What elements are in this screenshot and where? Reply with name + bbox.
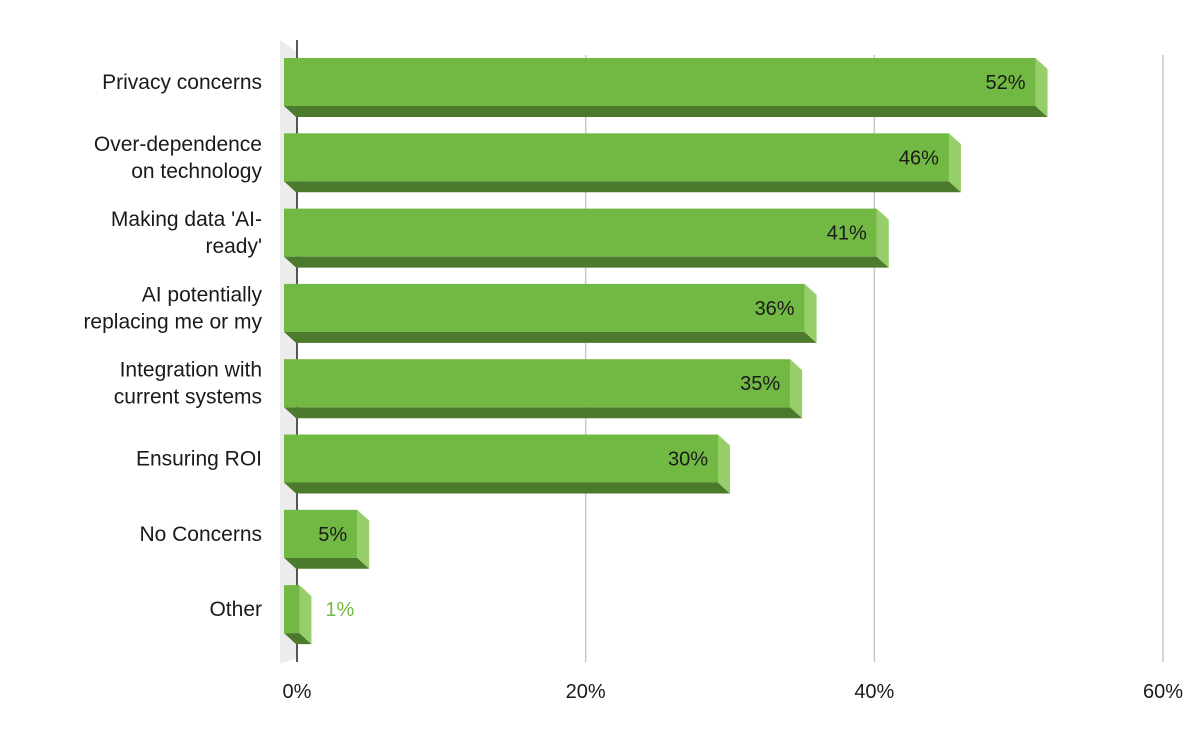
bar-side-face [804, 283, 817, 343]
bar-side-face [876, 208, 889, 268]
data-label: 35% [740, 373, 780, 395]
category-label-line: Other [209, 598, 262, 621]
bar [284, 434, 718, 483]
category-label-line: AI potentially [142, 283, 263, 306]
x-tick-label: 0% [283, 681, 312, 703]
data-label: 30% [668, 449, 708, 471]
category-label: Privacy concerns [102, 71, 262, 94]
bar-shadow-face [284, 407, 803, 419]
category-label-line: replacing me or my [83, 310, 262, 333]
data-label: 41% [827, 223, 867, 245]
category-label: Other [209, 598, 262, 621]
x-tick-label: 60% [1143, 681, 1183, 703]
category-label: Ensuring ROI [136, 448, 262, 471]
bar [284, 208, 877, 257]
bar-side-face [948, 133, 961, 193]
category-label-line: No Concerns [139, 523, 262, 546]
category-label-line: Ensuring ROI [136, 448, 262, 471]
bar [284, 509, 358, 558]
category-label-line: Over-dependence [94, 133, 262, 156]
x-tick-label: 40% [854, 681, 894, 703]
category-label-line: ready' [205, 235, 262, 258]
x-tick-label: 20% [566, 681, 606, 703]
bar-shadow-face [284, 482, 730, 494]
bar-shadow-face [284, 181, 961, 193]
bar-shadow-face [284, 633, 312, 645]
bar-side-face [299, 585, 312, 645]
category-label-line: Privacy concerns [102, 71, 262, 94]
bar [284, 58, 1036, 106]
bar-shadow-face [284, 106, 1048, 117]
back-wall [280, 40, 297, 664]
category-label-line: Making data 'AI- [111, 208, 262, 231]
bar-side-face [1035, 58, 1048, 117]
category-label: Making data 'AI-ready' [111, 208, 262, 258]
bar-side-face [357, 509, 370, 569]
bar [284, 359, 791, 408]
category-label: No Concerns [139, 523, 262, 546]
data-label: 1% [325, 599, 354, 621]
bar-shadow-face [284, 256, 889, 268]
category-label: Integration with current systems [114, 359, 262, 409]
category-label-line: Integration with [120, 359, 262, 382]
bar [284, 133, 949, 182]
bar [284, 585, 300, 634]
category-label-line: current systems [114, 386, 262, 409]
bar-side-face [718, 434, 730, 494]
data-label: 52% [986, 72, 1026, 94]
data-label: 36% [755, 298, 795, 320]
category-label: Over-dependence on technology [94, 133, 263, 183]
data-label: 46% [899, 147, 939, 169]
bar [284, 283, 805, 332]
category-label-line: on technology [131, 160, 262, 183]
bar-shadow-face [284, 557, 370, 569]
data-label: 5% [318, 524, 347, 546]
category-label: AI potentially replacing me or my [83, 283, 262, 333]
bar-side-face [790, 359, 803, 419]
bar-shadow-face [284, 331, 817, 343]
